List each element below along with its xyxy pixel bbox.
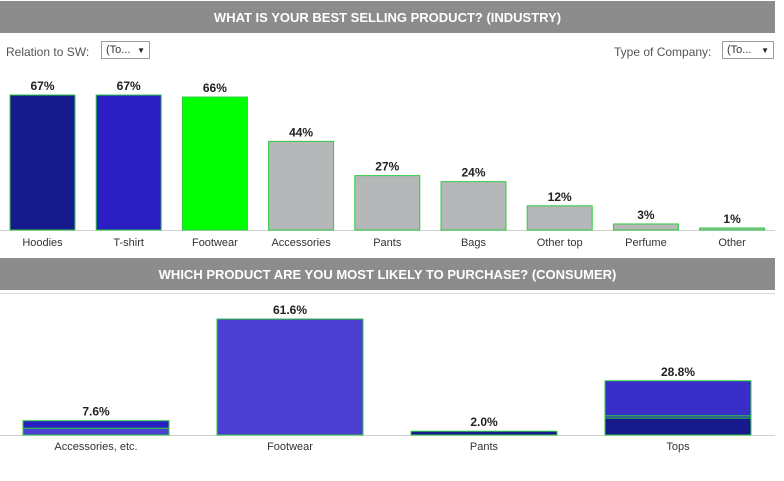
x-tick-label: Hoodies xyxy=(22,237,63,249)
data-label: 67% xyxy=(117,79,141,93)
x-tick-label: Other top xyxy=(537,237,583,249)
x-tick-label: Footwear xyxy=(267,441,313,453)
data-label: 7.6% xyxy=(82,405,110,419)
bar xyxy=(9,94,76,231)
company-filter-label: Type of Company: xyxy=(614,45,712,59)
data-label: 12% xyxy=(548,190,572,204)
data-label: 1% xyxy=(723,212,741,226)
bar-segment xyxy=(604,380,752,417)
bar-segment xyxy=(410,430,558,436)
x-tick-label: Footwear xyxy=(192,237,238,249)
section-divider xyxy=(0,293,775,294)
data-label: 44% xyxy=(289,125,313,139)
data-label: 28.8% xyxy=(661,365,695,379)
industry-chart-title-text: WHAT IS YOUR BEST SELLING PRODUCT? (INDU… xyxy=(213,9,562,25)
consumer-chart-title: WHICH PRODUCT ARE YOU MOST LIKELY TO PUR… xyxy=(0,258,775,290)
relation-filter-value: (To... xyxy=(106,44,131,56)
company-filter-dropdown[interactable]: (To... ▼ xyxy=(722,41,774,59)
bar xyxy=(354,175,421,231)
relation-filter-label: Relation to SW: xyxy=(6,45,90,59)
data-label: 24% xyxy=(461,166,485,180)
bar-segment xyxy=(604,417,752,436)
bar xyxy=(699,227,766,231)
x-tick-label: Other xyxy=(718,237,746,249)
data-label: 3% xyxy=(637,208,655,222)
industry-bar-chart: 67% Hoodies 67% T-shirt 66% Footwear 44% Access… xyxy=(0,79,775,249)
x-tick-label: Pants xyxy=(373,237,402,249)
chevron-down-icon: ▼ xyxy=(137,45,145,55)
industry-chart-title: WHAT IS YOUR BEST SELLING PRODUCT? (INDU… xyxy=(0,1,775,33)
relation-filter-dropdown[interactable]: (To... ▼ xyxy=(101,41,150,59)
x-tick-label: Tops xyxy=(666,441,690,453)
chevron-down-icon: ▼ xyxy=(761,45,769,55)
x-tick-label: Perfume xyxy=(625,237,667,249)
bar-segment xyxy=(22,427,170,436)
data-label: 61.6% xyxy=(273,303,307,317)
x-tick-label: Pants xyxy=(470,441,499,453)
data-label: 27% xyxy=(375,160,399,174)
data-label: 67% xyxy=(30,79,54,93)
bar xyxy=(440,181,507,231)
company-filter-value: (To... xyxy=(727,44,752,56)
bar xyxy=(268,140,335,231)
bar xyxy=(181,96,248,231)
consumer-bar-chart: 7.6% Accessories, etc. 61.6% Footwear 2.0% Pa… xyxy=(0,303,775,453)
x-tick-label: Accessories, etc. xyxy=(54,441,137,453)
x-tick-label: Accessories xyxy=(271,237,331,249)
consumer-chart-title-text: WHICH PRODUCT ARE YOU MOST LIKELY TO PUR… xyxy=(158,266,617,282)
bar-segment xyxy=(22,420,170,429)
bar xyxy=(95,94,162,231)
x-tick-label: T-shirt xyxy=(113,237,144,249)
data-label: 66% xyxy=(203,81,227,95)
bar xyxy=(612,223,679,231)
x-tick-label: Bags xyxy=(461,237,487,249)
bar xyxy=(526,205,593,231)
bar-segment xyxy=(216,318,364,436)
data-label: 2.0% xyxy=(470,415,498,429)
